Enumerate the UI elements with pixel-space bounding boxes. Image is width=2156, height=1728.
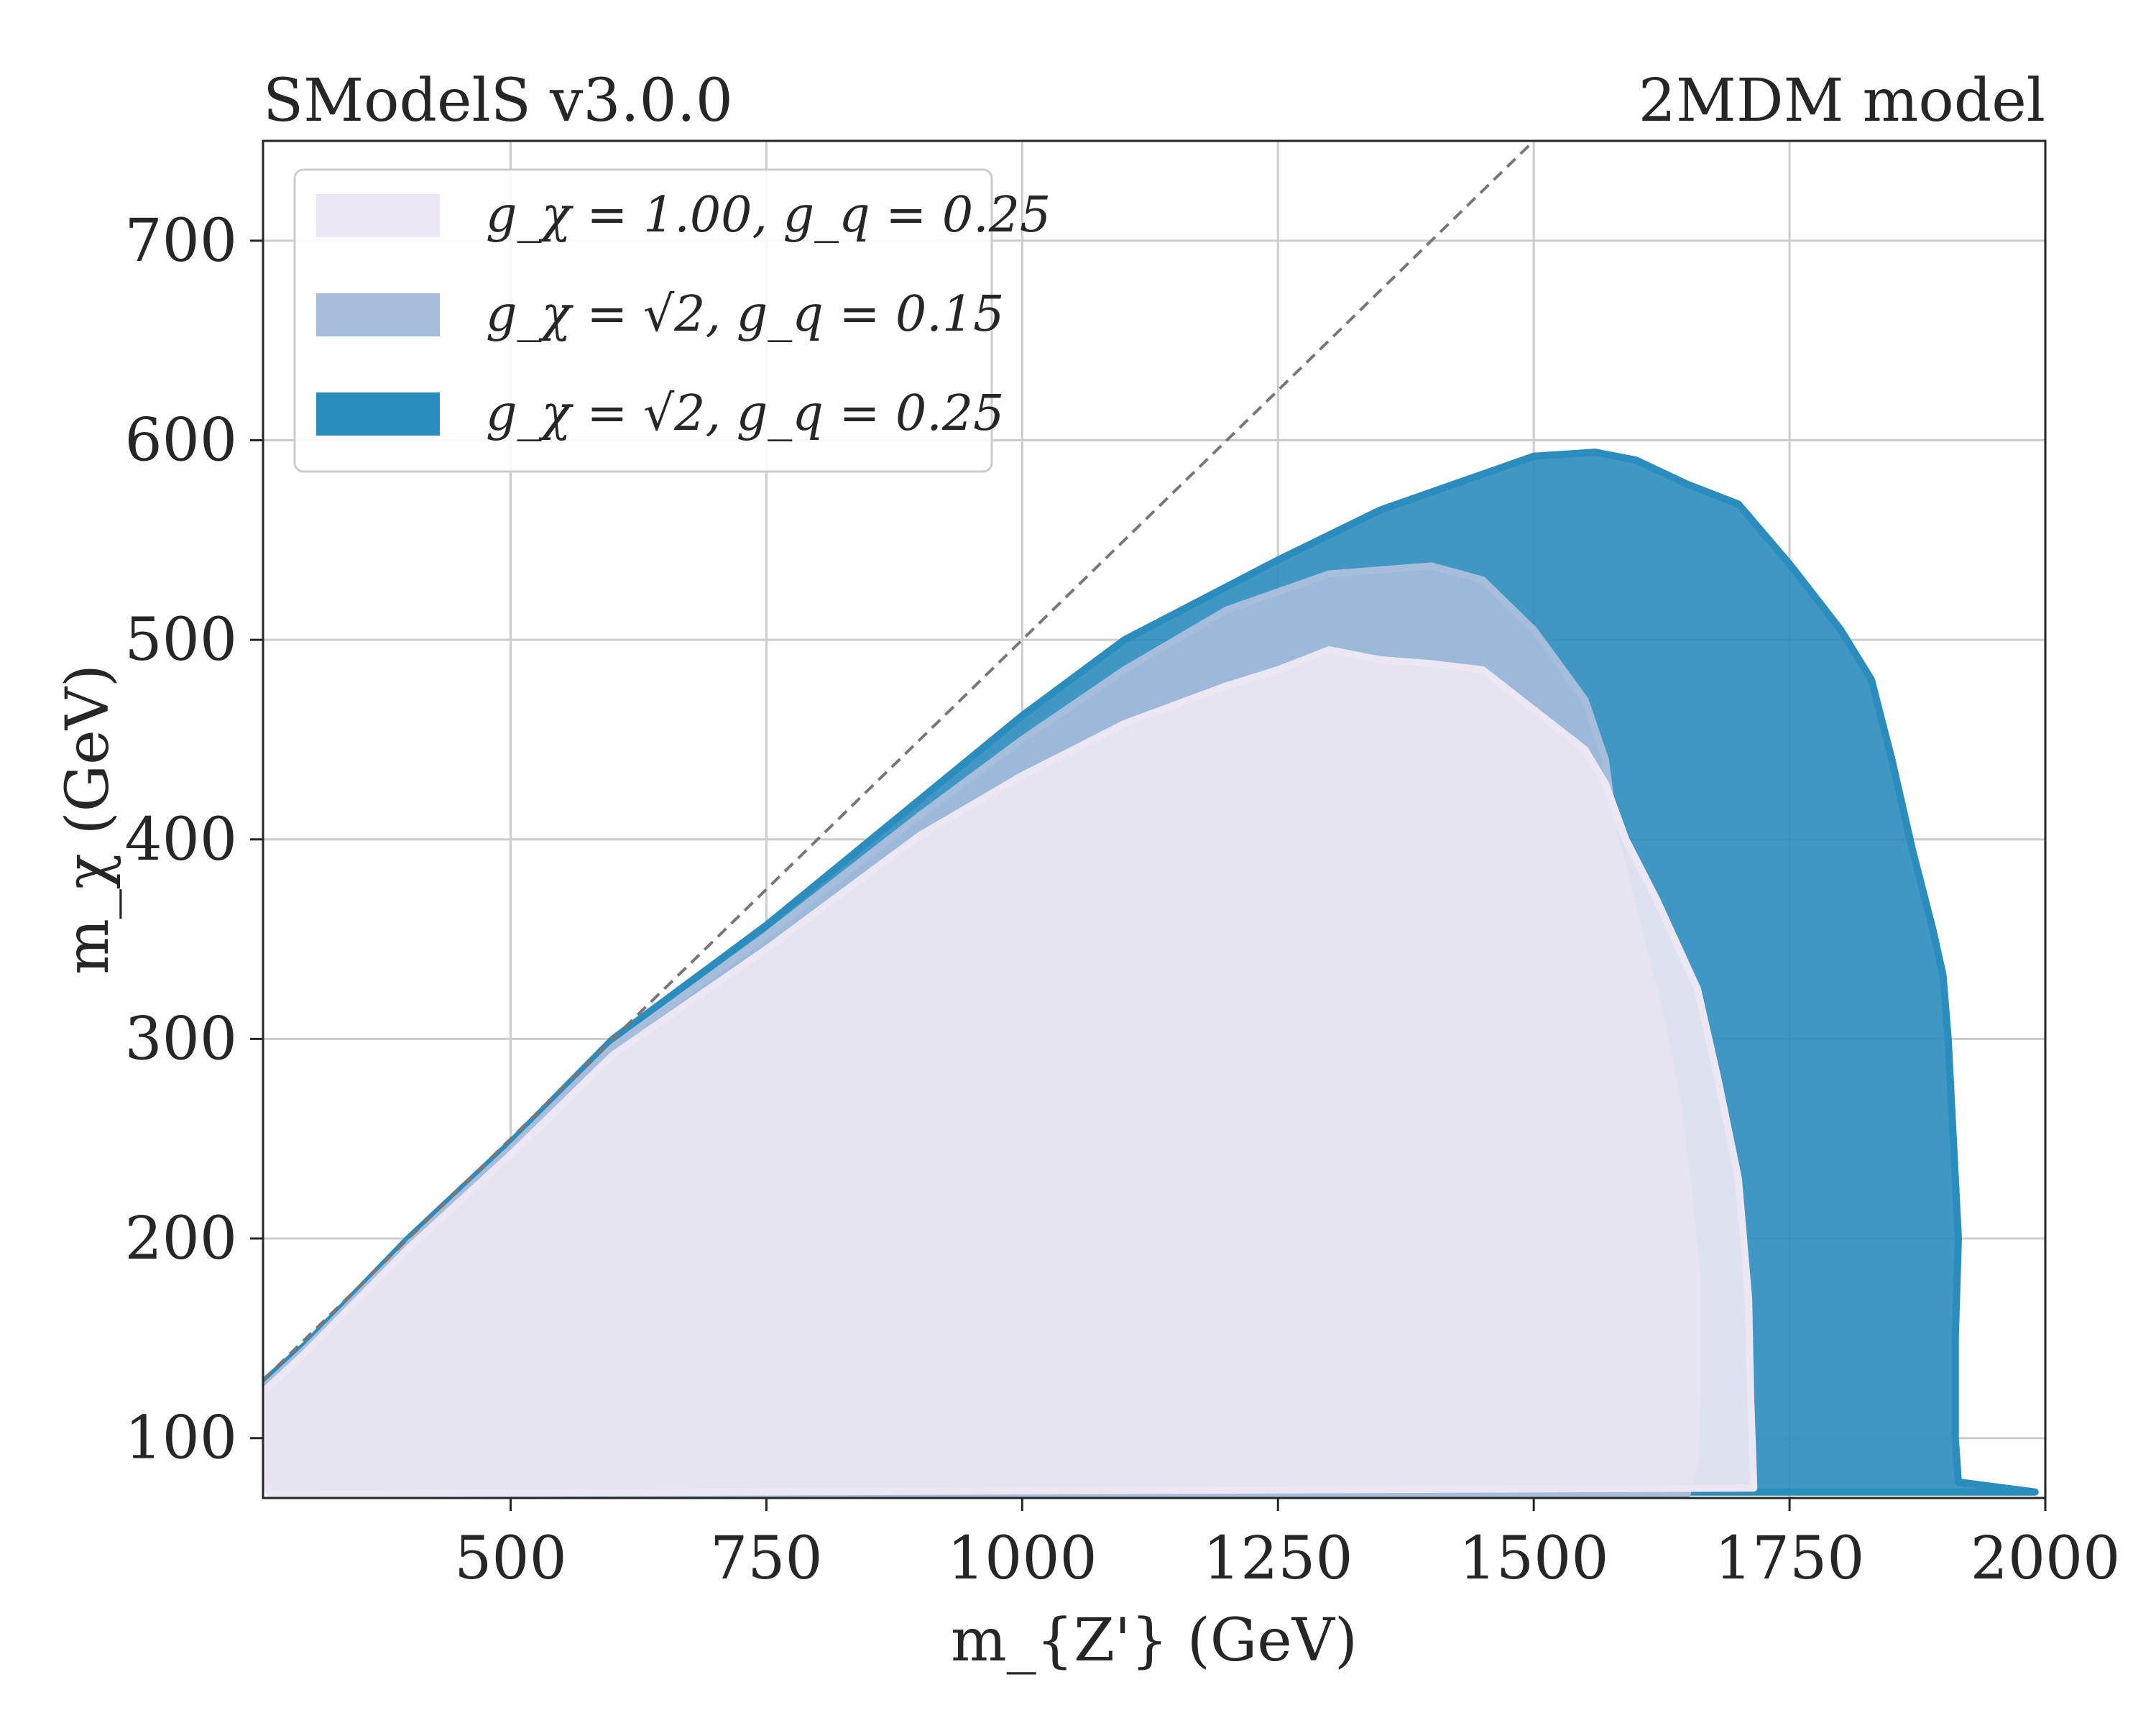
title-left: SModelS v3.0.0	[263, 67, 733, 135]
legend-swatch-1	[316, 194, 440, 237]
x-tick-label: 750	[710, 1525, 823, 1593]
x-tick-label: 2000	[1971, 1525, 2121, 1593]
x-tick-label: 1000	[947, 1525, 1097, 1593]
y-tick-label: 600	[124, 406, 237, 474]
legend-label-3: g_χ = √2, g_q = 0.25	[486, 385, 1004, 442]
x-tick-label: 500	[454, 1525, 567, 1593]
ticks-layer: 500 750 1000 1250 1500 1750 2000 100 200 300 400 50…	[124, 207, 2120, 1593]
legend-swatch-2	[316, 293, 440, 336]
y-tick-label: 200	[124, 1205, 237, 1273]
diagonal-layer	[263, 141, 1537, 1382]
x-tick-label: 1750	[1715, 1525, 1865, 1593]
y-axis-title: m_χ (GeV)	[54, 664, 122, 975]
legend-label-2: g_χ = √2, g_q = 0.15	[486, 286, 1004, 343]
y-tick-label: 500	[124, 606, 237, 674]
title-right: 2MDM model	[1639, 67, 2045, 135]
y-tick-label: 400	[124, 806, 237, 874]
plot-frame	[262, 139, 2047, 1499]
y-tick-label: 100	[124, 1405, 237, 1473]
legend-label-1: g_χ = 1.00, g_q = 0.25	[486, 187, 1051, 244]
y-tick-label: 700	[124, 207, 237, 275]
legend: g_χ = 1.00, g_q = 0.25 g_χ = √2, g_q = 0…	[293, 168, 1051, 473]
legend-box	[293, 168, 993, 473]
legend-swatch-3	[316, 392, 440, 436]
diagonal-reference-line	[263, 141, 1537, 1382]
x-axis-title: m_{Z'} (GeV)	[951, 1607, 1358, 1675]
series-area-3	[263, 646, 1758, 1498]
x-tick-label: 1500	[1459, 1525, 1609, 1593]
x-tick-label: 1250	[1203, 1525, 1353, 1593]
series-layer	[263, 449, 2039, 1498]
y-tick-label: 300	[124, 1005, 237, 1073]
